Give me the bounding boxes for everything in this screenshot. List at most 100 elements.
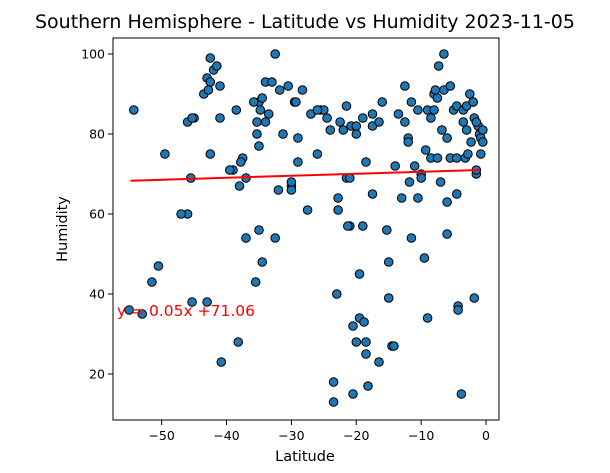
- data-point: [419, 253, 430, 263]
- data-point: [377, 97, 388, 107]
- data-point: [463, 149, 473, 159]
- data-point: [348, 321, 358, 331]
- data-point: [359, 317, 369, 327]
- data-point: [367, 189, 378, 199]
- data-point: [302, 205, 313, 215]
- data-point: [202, 297, 212, 307]
- data-point: [312, 105, 323, 115]
- data-point: [461, 125, 472, 135]
- data-point: [328, 377, 339, 387]
- regression-line-group: [130, 168, 481, 182]
- data-point: [270, 233, 281, 243]
- y-tick-label: 40: [89, 287, 105, 302]
- data-point: [374, 117, 384, 127]
- data-point: [250, 277, 261, 287]
- data-point: [452, 189, 462, 199]
- data-point: [233, 337, 243, 347]
- data-point: [270, 49, 281, 59]
- data-point: [413, 105, 423, 115]
- data-point: [351, 337, 362, 347]
- data-point: [432, 93, 443, 103]
- regression-line: [130, 168, 481, 182]
- data-point: [286, 185, 297, 195]
- data-point: [406, 97, 417, 107]
- data-point: [468, 97, 478, 107]
- data-point: [389, 341, 399, 351]
- data-point: [426, 113, 436, 123]
- data-point: [400, 81, 410, 91]
- data-point: [333, 193, 343, 203]
- y-tick-label: 20: [89, 367, 105, 382]
- data-point: [225, 165, 235, 175]
- data-point: [338, 125, 349, 135]
- data-point: [452, 153, 462, 163]
- data-point: [361, 349, 371, 359]
- data-point: [435, 177, 446, 187]
- data-point: [393, 109, 404, 119]
- data-point: [332, 289, 342, 299]
- data-point: [257, 93, 268, 103]
- data-point: [254, 141, 264, 151]
- data-point: [404, 177, 415, 187]
- data-point: [216, 357, 227, 367]
- data-point: [187, 297, 197, 307]
- data-point: [263, 109, 274, 119]
- data-point: [476, 149, 486, 159]
- x-tick-label: −10: [408, 428, 434, 443]
- data-point: [432, 153, 443, 163]
- data-point: [249, 97, 259, 107]
- data-point: [429, 105, 439, 115]
- data-point: [147, 277, 157, 287]
- data-point: [231, 105, 242, 115]
- x-tick-label: 0: [482, 428, 490, 443]
- y-tick-label: 60: [89, 207, 105, 222]
- data-point: [252, 117, 262, 127]
- data-point: [312, 149, 323, 159]
- data-point: [478, 137, 488, 147]
- data-point: [403, 137, 414, 147]
- data-point: [409, 161, 420, 171]
- data-point: [351, 121, 362, 131]
- data-point: [129, 105, 139, 115]
- data-point: [471, 117, 482, 127]
- x-tick-label: −50: [148, 428, 174, 443]
- data-point: [469, 293, 480, 303]
- data-point: [442, 197, 452, 207]
- data-point: [453, 305, 463, 315]
- data-point: [335, 117, 345, 127]
- data-point: [478, 125, 488, 135]
- data-point: [430, 85, 441, 95]
- data-point: [257, 257, 268, 267]
- y-tick-label: 100: [81, 47, 105, 62]
- data-point: [383, 293, 394, 303]
- data-point: [273, 185, 284, 195]
- data-point: [416, 173, 427, 183]
- data-point: [456, 389, 467, 399]
- data-point: [260, 117, 271, 127]
- data-point: [406, 233, 417, 243]
- data-point: [458, 117, 469, 127]
- data-point: [176, 209, 186, 219]
- data-point: [354, 269, 365, 279]
- data-point: [254, 225, 264, 235]
- data-point: [351, 129, 362, 139]
- data-point: [283, 81, 294, 91]
- regression-equation: y = 0.05x +71.06: [117, 302, 255, 320]
- y-tick-label: 80: [89, 127, 105, 142]
- chart-title: Southern Hemisphere - Latitude vs Humidi…: [35, 11, 575, 33]
- data-point: [241, 233, 251, 243]
- x-tick-label: −40: [213, 428, 239, 443]
- data-point: [442, 133, 452, 143]
- data-point: [341, 101, 352, 111]
- data-point: [325, 125, 336, 135]
- y-axis-label: Humidity: [55, 196, 71, 262]
- data-point: [236, 157, 246, 167]
- data-point: [153, 261, 164, 271]
- data-point: [278, 129, 288, 139]
- data-point: [328, 397, 339, 407]
- data-point: [343, 221, 353, 231]
- data-point: [203, 85, 214, 95]
- data-point: [358, 113, 368, 123]
- data-point: [442, 229, 452, 239]
